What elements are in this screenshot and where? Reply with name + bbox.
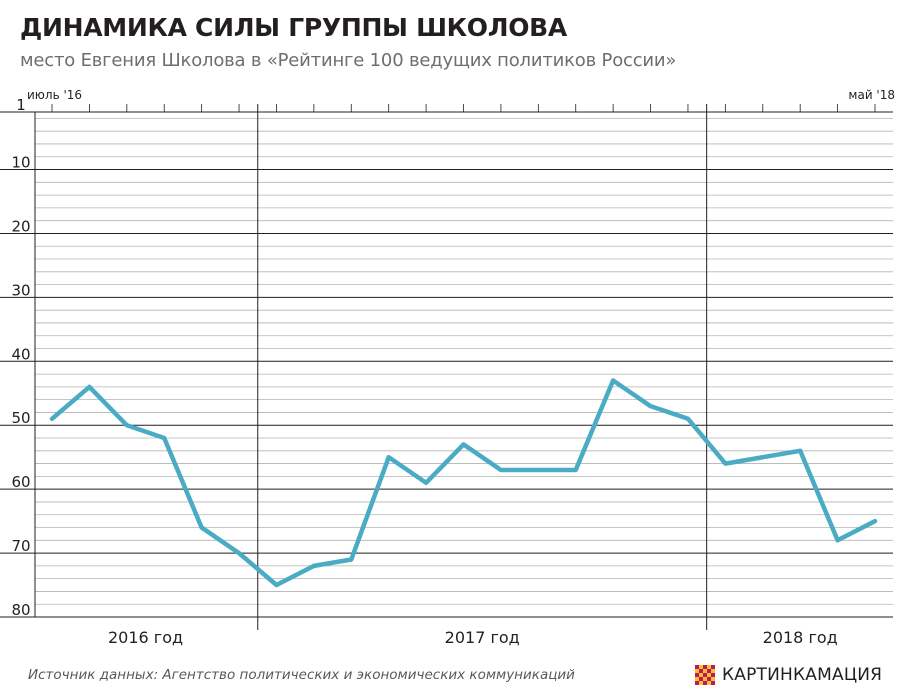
chart-title: ДИНАМИКА СИЛЫ ГРУППЫ ШКОЛОВА [20,13,567,42]
x-axis-ticks [51,104,876,112]
y-tick-label: 70 [11,537,30,555]
year-label: 2016 год [108,628,183,647]
y-tick-label: 50 [11,409,30,427]
data-source-note: Источник данных: Агентство политических … [28,667,575,683]
y-tick-label: 20 [11,217,30,235]
y-axis-ticks: 1 10 20 30 40 50 60 70 80 [11,96,30,619]
year-label: 2018 год [763,628,838,647]
series-line [49,378,878,588]
y-tick-label: 30 [11,281,30,299]
x-start-label: июль '16 [27,88,82,102]
y-tick-label: 60 [11,473,30,491]
year-label: 2017 год [445,628,520,647]
grid-lines [0,111,893,618]
y-tick-label: 80 [11,601,30,619]
y-tick-label: 10 [11,154,30,172]
chart-subtitle: место Евгения Школова в «Рейтинге 100 ве… [20,50,677,71]
series [49,378,878,588]
brand: КАРТИНКАМАЦИЯ [694,664,882,686]
y-tick-label: 1 [16,96,26,114]
year-labels: 2016 год 2017 год 2018 год [108,628,838,647]
x-end-label: май '18 [848,88,895,102]
brand-name: КАРТИНКАМАЦИЯ [722,665,883,685]
rating-line-chart: 1 10 20 30 40 50 60 70 80 июль '16 май '18 2016 … [0,88,895,647]
y-tick-label: 40 [11,345,30,363]
checkered-logo-icon [695,665,715,685]
year-dividers [257,104,708,630]
